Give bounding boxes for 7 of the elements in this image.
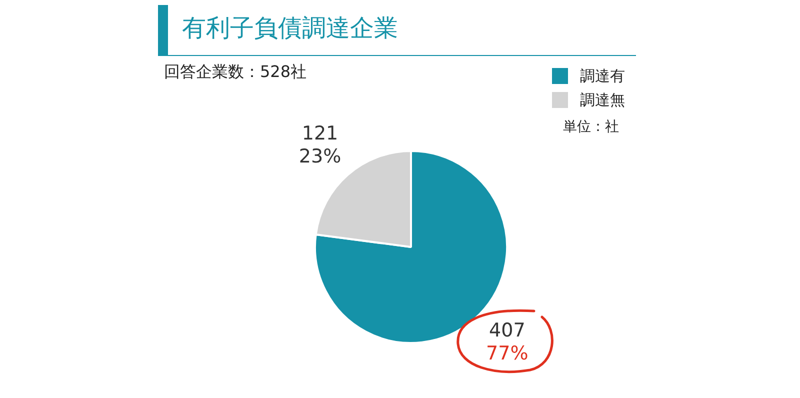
data-label: 121 23% — [298, 122, 342, 168]
data-label: 407 77% — [486, 320, 528, 365]
text: 単位：社 — [563, 118, 619, 136]
chart-subtitle: 回答企業数：528社 — [164, 62, 307, 83]
legend-label: 調達無 — [580, 90, 625, 110]
chart-title: 有利子負債調達企業 — [182, 13, 398, 44]
legend-label: 調達有 — [580, 66, 625, 86]
